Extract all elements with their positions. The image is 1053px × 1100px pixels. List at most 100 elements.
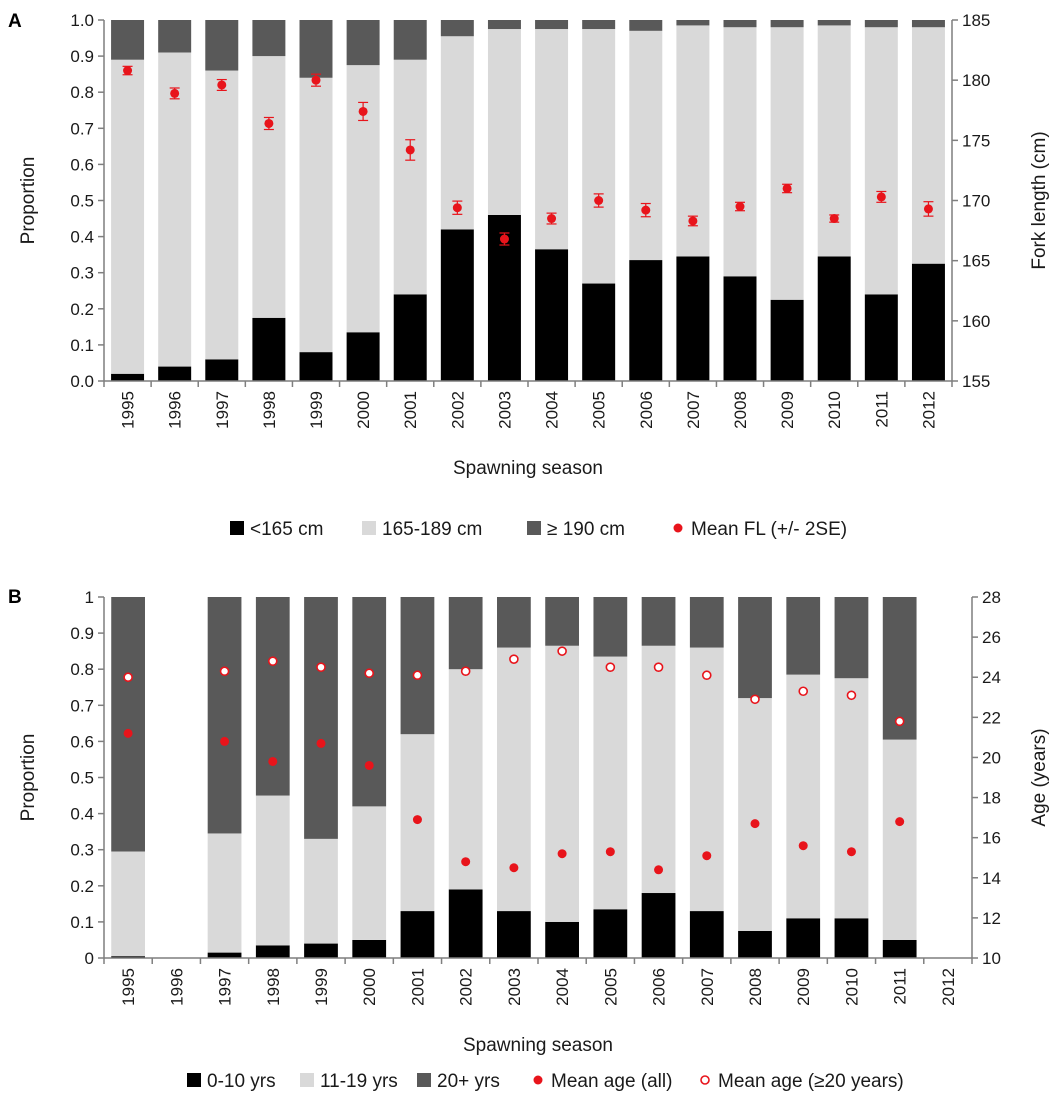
bar-segment xyxy=(629,260,663,381)
bar-segment xyxy=(593,656,628,910)
x-tick-label: 2006 xyxy=(637,391,656,429)
mean-point-open xyxy=(219,666,230,677)
y2-tick-label: 16 xyxy=(982,829,1001,848)
y2-tick-label: 165 xyxy=(962,252,990,271)
bar-segment xyxy=(352,597,387,807)
mean-point-open xyxy=(846,690,857,701)
bar-segment xyxy=(304,838,338,944)
mean-point xyxy=(217,80,227,90)
legend-label: Mean FL (+/- 2SE) xyxy=(691,519,847,540)
x-tick-label: 1998 xyxy=(264,968,283,1006)
mean-point-open xyxy=(750,694,760,705)
legend-label: 20+ yrs xyxy=(437,1071,500,1092)
bar-segment xyxy=(864,294,898,381)
x-tick-label: 1997 xyxy=(216,968,235,1006)
mean-point xyxy=(311,75,321,85)
bar-segment xyxy=(676,20,710,26)
mean-point-open xyxy=(798,686,809,697)
x-tick-label: 2005 xyxy=(601,968,620,1006)
legend-label: Mean age (all) xyxy=(551,1071,672,1092)
bar-segment xyxy=(207,833,242,953)
bar-segment xyxy=(207,597,242,834)
x-tick-label: 1998 xyxy=(260,391,279,429)
y2-tick-label: 12 xyxy=(982,909,1001,928)
y-tick-label: 0.8 xyxy=(70,660,94,679)
bar-segment xyxy=(882,939,917,958)
y2-tick-label: 170 xyxy=(962,192,990,211)
mean-point-open xyxy=(557,646,567,656)
bar-segment xyxy=(689,597,724,648)
x-tick-label: 1996 xyxy=(167,968,186,1006)
y-tick-label: 0.6 xyxy=(70,155,94,174)
mean-point xyxy=(782,183,792,193)
mean-point-open xyxy=(412,670,423,681)
bar-segment xyxy=(299,77,333,353)
chart-panel-b: B 0 0.1 0.2 0.3 0.4 0.5 0.6 0.7 0.8 0.9 1 10 12 14 16 18… xyxy=(8,587,1050,1092)
bar-segment xyxy=(738,597,772,699)
x-tick-label: 2007 xyxy=(684,391,703,429)
bar-segment xyxy=(111,956,145,958)
x-tick-label: 1995 xyxy=(119,968,138,1006)
mean-point xyxy=(557,849,567,859)
mean-point xyxy=(364,760,374,770)
bar-segment xyxy=(834,597,869,679)
mean-point-open xyxy=(460,666,471,677)
mean-point xyxy=(846,847,856,857)
bar-segment xyxy=(111,851,145,957)
y-tick-label: 0.7 xyxy=(70,119,94,138)
legend-marker-filled xyxy=(673,523,683,533)
bar-segment xyxy=(400,911,435,958)
bar-segment xyxy=(817,20,851,26)
bar-segment xyxy=(352,806,387,940)
bar-segment xyxy=(111,59,145,374)
x-tick-label: 2012 xyxy=(919,391,938,429)
bar-segment xyxy=(255,795,290,946)
y2-tick-label: 22 xyxy=(982,708,1001,727)
bar-segment xyxy=(440,36,474,230)
bar-segment xyxy=(299,352,333,381)
bar-segment xyxy=(723,276,757,381)
x-tick-label: 2009 xyxy=(794,968,813,1006)
bar-segment xyxy=(440,229,474,381)
mean-point xyxy=(461,857,471,867)
y2-tick-label: 26 xyxy=(982,628,1001,647)
bar-segment xyxy=(205,70,239,360)
x-tick-label: 2001 xyxy=(408,968,427,1006)
y-tick-label: 0.4 xyxy=(70,805,94,824)
bar-segment xyxy=(111,373,145,381)
bar-segment xyxy=(582,29,616,284)
x-tick-label: 1999 xyxy=(312,968,331,1006)
y-tick-label: 0.7 xyxy=(70,696,94,715)
y-tick-label: 0.3 xyxy=(70,264,94,283)
bar-segment xyxy=(299,20,333,78)
mean-point xyxy=(123,66,133,76)
legend-marker-filled xyxy=(533,1075,543,1085)
x-tick-label: 2005 xyxy=(590,391,609,429)
x-axis-title: Spawning season xyxy=(453,458,603,479)
mean-point xyxy=(547,214,557,224)
y-axis-title: Proportion xyxy=(18,734,39,822)
bar-segment xyxy=(641,645,676,894)
x-tick-label: 2010 xyxy=(842,968,861,1006)
y-tick-label: 0.1 xyxy=(70,913,94,932)
x-tick-label: 2000 xyxy=(360,968,379,1006)
bar-segment xyxy=(582,20,616,30)
y-tick-label: 0.6 xyxy=(70,732,94,751)
bar-segment xyxy=(911,27,945,264)
bar-segment xyxy=(641,597,676,646)
y2-tick-label: 155 xyxy=(962,372,990,391)
x-tick-label: 2004 xyxy=(543,391,562,429)
bar-segment xyxy=(158,366,192,381)
bar-segment xyxy=(834,678,869,919)
legend-label: 11-19 yrs xyxy=(320,1071,398,1092)
x-tick-label: 1999 xyxy=(307,391,326,429)
bar-segment xyxy=(911,263,945,381)
mean-point xyxy=(123,728,133,738)
bar-segment xyxy=(535,20,569,30)
y2-tick-label: 20 xyxy=(982,748,1001,767)
bar-segment xyxy=(158,52,192,367)
y2-tick-label: 24 xyxy=(982,668,1001,687)
x-tick-label: 2011 xyxy=(891,968,910,1005)
y2-tick-label: 18 xyxy=(982,789,1001,808)
bar-segment xyxy=(629,20,663,31)
